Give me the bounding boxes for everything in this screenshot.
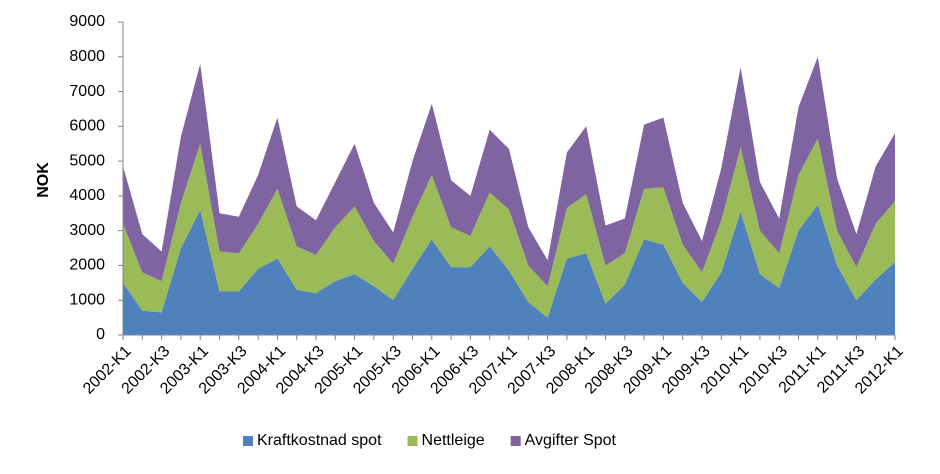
legend-swatch [407,436,418,446]
legend-swatch [510,436,521,446]
legend-label: Kraftkostnad spot [257,432,382,449]
y-tick-label: 9000 [69,13,105,30]
y-tick-label: 1000 [69,291,105,308]
area [123,56,895,287]
y-axis-title: NOK [35,162,52,198]
y-tick-label: 0 [96,326,105,343]
area [123,204,895,335]
legend-label: Avgifter Spot [525,432,617,449]
y-tick-label: 6000 [69,118,105,135]
y-tick-label: 2000 [69,257,105,274]
y-tick-label: 5000 [69,152,105,169]
y-tick-label: 3000 [69,222,105,239]
y-tick-label: 4000 [69,187,105,204]
y-tick-label: 8000 [69,48,105,65]
y-tick-label: 7000 [69,83,105,100]
legend-swatch [243,436,253,446]
area [123,138,895,318]
legend-label: Nettleige [422,432,485,449]
